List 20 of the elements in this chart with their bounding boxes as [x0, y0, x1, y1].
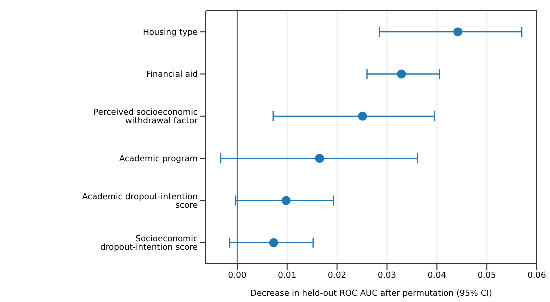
y-tick-label: Academic dropout-intention score — [82, 192, 198, 210]
point — [397, 70, 406, 79]
y-tick-label: Perceived socioeconomic withdrawal factor — [94, 107, 199, 126]
y-tick-label: Housing type — [143, 27, 198, 38]
point — [454, 28, 463, 37]
y-tick-label: Academic program — [119, 154, 198, 164]
x-tick-label: 0.05 — [478, 270, 496, 280]
y-tick-label: Socioeconomic dropout-intention score — [100, 234, 198, 252]
x-tick-label: 0.04 — [428, 270, 446, 280]
x-tick-label: 0.03 — [378, 270, 396, 280]
x-tick-label: 0.01 — [278, 270, 297, 280]
point — [315, 154, 324, 164]
x-tick-label: 0.02 — [328, 270, 347, 280]
x-axis-title: Decrease in held-out ROC AUC after permutation (95% CI) — [250, 288, 492, 298]
x-tick-label: 0.06 — [528, 270, 546, 280]
point — [269, 238, 278, 248]
x-tick-label: 0.00 — [228, 270, 247, 280]
point — [358, 112, 368, 121]
y-tick-label: Financial aid — [146, 69, 198, 80]
point — [282, 196, 291, 206]
